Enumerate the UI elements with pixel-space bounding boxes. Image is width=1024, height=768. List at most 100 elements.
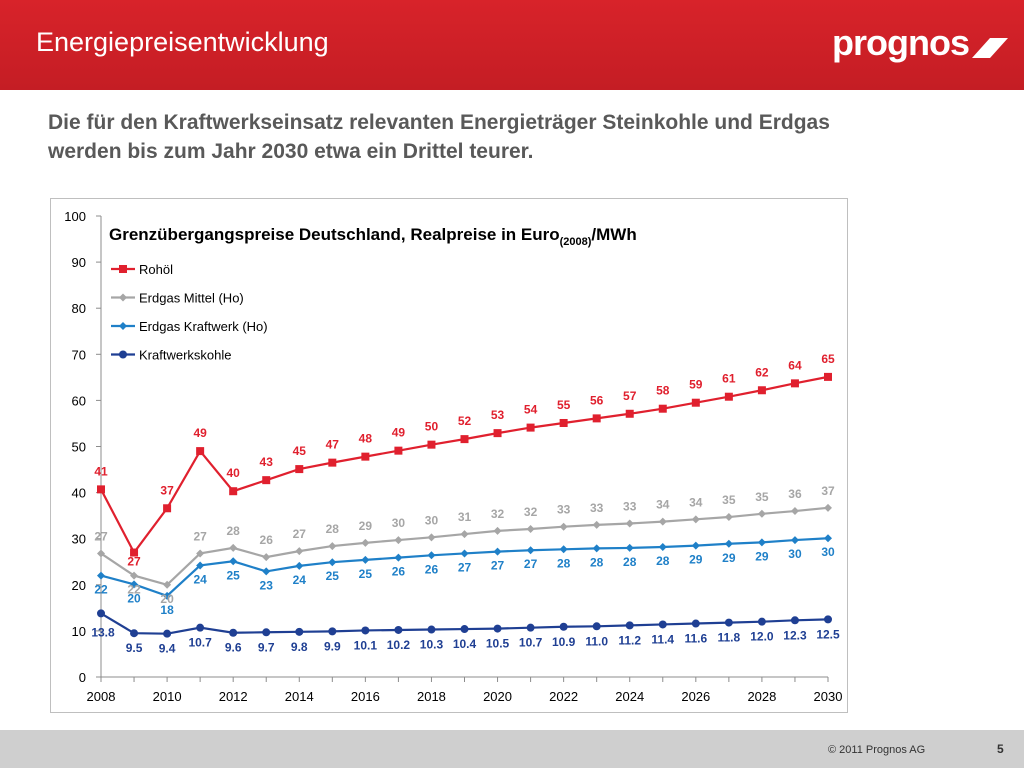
data-label: 58 [656, 384, 670, 398]
series-line-0 [100, 375, 829, 555]
legend-marker [119, 350, 127, 359]
data-label: 30 [425, 513, 439, 527]
data-point [526, 525, 535, 534]
x-tick-label: 2008 [87, 689, 116, 704]
x-tick-label: 2020 [483, 689, 512, 704]
data-point [592, 414, 601, 423]
subtitle-line-2: werden bis zum Jahr 2030 etwa ein Dritte… [48, 140, 534, 163]
data-point [824, 534, 832, 543]
data-label: 10.5 [486, 637, 510, 651]
x-tick-label: 2018 [417, 689, 446, 704]
data-point [163, 504, 172, 513]
data-label: 10.1 [354, 638, 378, 652]
data-label: 9.4 [159, 642, 176, 656]
data-label: 10.7 [188, 636, 212, 650]
data-label: 28 [656, 554, 670, 568]
data-label: 53 [491, 408, 505, 422]
data-label: 25 [227, 568, 241, 582]
data-point [361, 555, 370, 564]
y-tick-label: 20 [72, 578, 86, 593]
data-label: 49 [392, 426, 406, 440]
chart-frame: 0 10 20 30 40 50 60 70 80 90 100 2008 2010 2012 2014 20… [50, 198, 848, 713]
data-point [229, 487, 238, 496]
data-label: 28 [623, 555, 637, 569]
data-point [724, 539, 733, 548]
data-label: 9.6 [225, 641, 242, 655]
data-label: 25 [326, 569, 340, 583]
data-label: 28 [227, 524, 241, 538]
chart-title-suffix: /MWh [591, 225, 636, 244]
data-point [328, 627, 337, 636]
data-label: 33 [557, 503, 571, 517]
data-label: 28 [326, 522, 340, 536]
x-tick-label: 2022 [549, 689, 578, 704]
data-label: 31 [458, 510, 472, 524]
data-label: 52 [458, 414, 472, 428]
data-point [559, 418, 568, 427]
data-label: 62 [755, 365, 769, 379]
data-label: 45 [293, 444, 307, 458]
data-label: 47 [326, 438, 340, 452]
data-point [97, 549, 105, 558]
data-point [196, 447, 205, 456]
x-tick-label: 2028 [747, 689, 776, 704]
data-point [295, 627, 304, 636]
y-tick-label: 70 [72, 347, 86, 362]
chart-title-sub: (2008) [560, 236, 592, 248]
data-point [526, 546, 535, 555]
chart-markers [97, 372, 832, 638]
data-label: 12.0 [750, 630, 774, 644]
data-point [427, 440, 436, 449]
data-point [526, 623, 535, 632]
data-label: 57 [623, 389, 637, 403]
data-label: 55 [557, 398, 571, 412]
data-label: 37 [821, 484, 835, 498]
slide-title: Energiepreisentwicklung [36, 27, 329, 57]
subtitle-line-1: Die für den Kraftwerkseinsatz relevanten… [48, 111, 830, 134]
data-label: 43 [260, 455, 274, 469]
data-point [361, 538, 370, 547]
data-label: 56 [590, 393, 604, 407]
data-label: 12.5 [816, 627, 840, 641]
logo-swoosh-icon [972, 38, 1008, 58]
data-point [691, 619, 700, 628]
data-label: 10.3 [420, 638, 444, 652]
data-point [658, 404, 667, 413]
data-label: 9.8 [291, 640, 308, 654]
data-point [625, 543, 634, 552]
data-label: 40 [227, 466, 241, 480]
data-label: 27 [193, 529, 207, 543]
data-label: 29 [359, 519, 373, 533]
data-point [328, 558, 337, 567]
slide-subtitle: Die für den Kraftwerkseinsatz relevanten… [48, 108, 948, 166]
data-point [460, 530, 469, 539]
data-point [691, 541, 700, 550]
data-label: 49 [193, 426, 207, 440]
data-label: 9.5 [126, 641, 143, 655]
data-point [493, 429, 502, 438]
data-point [394, 536, 403, 545]
data-label: 10.4 [453, 637, 477, 651]
data-point [658, 620, 667, 629]
data-label: 48 [359, 432, 373, 446]
data-label: 33 [590, 501, 604, 515]
data-label: 25 [359, 567, 373, 581]
data-label: 33 [623, 499, 637, 513]
y-tick-label: 0 [79, 670, 86, 685]
x-tick-label: 2016 [351, 689, 380, 704]
data-label: 26 [260, 533, 274, 547]
data-point [394, 446, 403, 455]
data-point [824, 503, 832, 512]
data-point [757, 617, 766, 626]
chart-title-main: Grenzübergangspreise Deutschland, Realpr… [109, 225, 560, 244]
y-tick-label: 50 [72, 440, 86, 455]
data-label: 27 [94, 529, 108, 543]
data-label: 24 [193, 572, 207, 586]
data-point [262, 476, 271, 485]
data-point [328, 542, 337, 551]
data-label: 18 [160, 603, 174, 617]
data-label: 35 [722, 493, 736, 507]
data-point [163, 629, 172, 638]
